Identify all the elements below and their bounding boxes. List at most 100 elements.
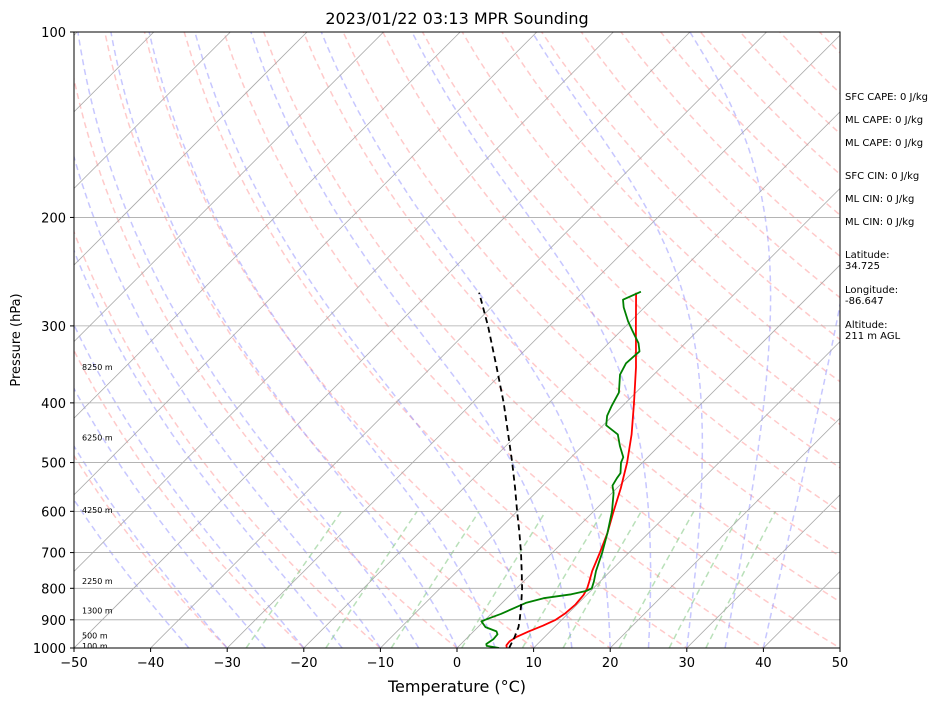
ml-cin-text-2: ML CIN: 0 J/kg: [845, 217, 915, 228]
parcel-profile-line: [478, 292, 523, 648]
isotherm-line: [380, 187, 840, 648]
moist-adiabat-line: [74, 444, 228, 648]
dry-adiabat-line: [183, 32, 689, 648]
altitude-value: 211 m AGL: [845, 331, 901, 342]
y-tick-label: 800: [41, 582, 66, 597]
x-axis-label: Temperature (°C): [387, 677, 526, 696]
isotherm-line: [74, 32, 691, 648]
dry-adiabat-line: [779, 32, 840, 95]
chart-title: 2023/01/22 03:13 MPR Sounding: [325, 9, 588, 28]
moist-adiabat-line: [250, 32, 573, 648]
dry-adiabat-line: [461, 32, 840, 426]
y-tick-label: 300: [41, 320, 66, 335]
mixing-ratio-line: [245, 510, 343, 648]
moist-adiabat-line: [77, 32, 420, 648]
moist-adiabat-line: [320, 32, 611, 648]
dry-adiabat-line: [501, 32, 840, 383]
height-label: 1300 m: [82, 607, 113, 616]
y-tick-label: 200: [41, 211, 66, 226]
ml-cin-text: ML CIN: 0 J/kg: [845, 194, 915, 205]
moist-adiabat-line: [762, 300, 840, 648]
moist-adiabat-line: [194, 32, 535, 648]
dry-adiabat-line: [74, 454, 229, 648]
dry-adiabat-line: [302, 32, 840, 603]
y-axis-label: Pressure (hPa): [9, 293, 24, 386]
latitude-label: Latitude:: [845, 250, 890, 261]
x-tick-label: 50: [832, 656, 849, 671]
x-tick-label: 40: [755, 656, 772, 671]
isotherm-line: [609, 417, 840, 648]
isotherm-line: [226, 34, 840, 648]
y-tick-label: 1000: [33, 642, 66, 657]
x-tick-label: −50: [60, 656, 87, 671]
x-tick-label: −30: [213, 656, 240, 671]
dry-adiabat-line: [74, 75, 459, 648]
isotherm-line: [74, 32, 384, 343]
isotherm-line: [686, 494, 840, 648]
x-tick-label: −20: [290, 656, 317, 671]
dry-adiabat-line: [262, 32, 840, 648]
isotherm-line: [74, 32, 461, 419]
height-label: 100 m: [82, 642, 108, 651]
dry-adiabat-line: [660, 32, 840, 217]
dry-adiabat-line: [739, 32, 840, 135]
ml-cape-text: ML CAPE: 0 J/kg: [845, 115, 924, 126]
moist-adiabat-line: [74, 386, 267, 648]
sfc-cape-text: SFC CAPE: 0 J/kg: [845, 92, 928, 103]
dewpoint-profile-line: [480, 290, 642, 648]
dry-adiabat-line: [421, 32, 840, 469]
height-label: 500 m: [82, 632, 108, 641]
moist-adiabat-line: [531, 32, 704, 648]
y-tick-label: 600: [41, 505, 66, 520]
x-tick-label: 10: [525, 656, 542, 671]
mixing-ratio-line: [705, 510, 777, 648]
isotherm-line: [303, 111, 840, 648]
dry-adiabat-line: [342, 32, 840, 558]
moist-adiabat-line: [148, 32, 497, 648]
latitude-value: 34.725: [845, 261, 880, 272]
y-tick-label: 700: [41, 547, 66, 562]
dry-adiabat-line: [143, 32, 612, 648]
moist-adiabat-line: [411, 32, 652, 648]
height-label: 8250 m: [82, 363, 113, 372]
y-tick-label: 500: [41, 457, 66, 472]
mixing-ratio-line: [562, 510, 642, 648]
x-tick-label: 20: [602, 656, 619, 671]
dry-adiabat-line: [223, 32, 765, 648]
x-tick-label: −10: [367, 656, 394, 671]
isotherm-line: [74, 32, 231, 189]
moist-adiabat-line: [110, 32, 458, 648]
moist-adiabat-line: [689, 32, 772, 648]
dry-adiabat-line: [74, 348, 305, 648]
dry-adiabat-line: [382, 32, 840, 513]
y-tick-label: 100: [41, 26, 66, 41]
longitude-label: Longitude:: [845, 285, 899, 296]
dry-adiabat-line: [104, 32, 535, 648]
sfc-cin-text: SFC CIN: 0 J/kg: [845, 171, 920, 182]
isotherm-line: [74, 32, 614, 572]
longitude-value: -86.647: [845, 296, 884, 307]
isotherm-line: [74, 32, 538, 496]
y-tick-label: 400: [41, 397, 66, 412]
isotherm-line: [456, 264, 840, 648]
dry-adiabat-line: [818, 32, 840, 54]
altitude-label: Altitude:: [845, 320, 888, 331]
temperature-profile-line: [505, 292, 637, 648]
isotherm-line: [74, 32, 308, 266]
isotherm-line: [0, 32, 1, 648]
height-label: 2250 m: [82, 577, 113, 586]
height-label: 6250 m: [82, 433, 113, 442]
moist-adiabat-line: [74, 248, 343, 648]
isotherm-line: [533, 341, 840, 648]
dry-adiabat-line: [859, 32, 946, 661]
moist-adiabat-line: [74, 498, 190, 648]
x-tick-label: −40: [137, 656, 164, 671]
dry-adiabat-line: [74, 229, 382, 648]
dry-adiabat-line: [620, 32, 840, 258]
dry-adiabat-line: [540, 32, 840, 341]
x-tick-label: 0: [453, 656, 461, 671]
x-tick-label: 30: [679, 656, 696, 671]
ml-cape-text-2: ML CAPE: 0 J/kg: [845, 138, 924, 149]
plot-frame: [73, 31, 841, 649]
